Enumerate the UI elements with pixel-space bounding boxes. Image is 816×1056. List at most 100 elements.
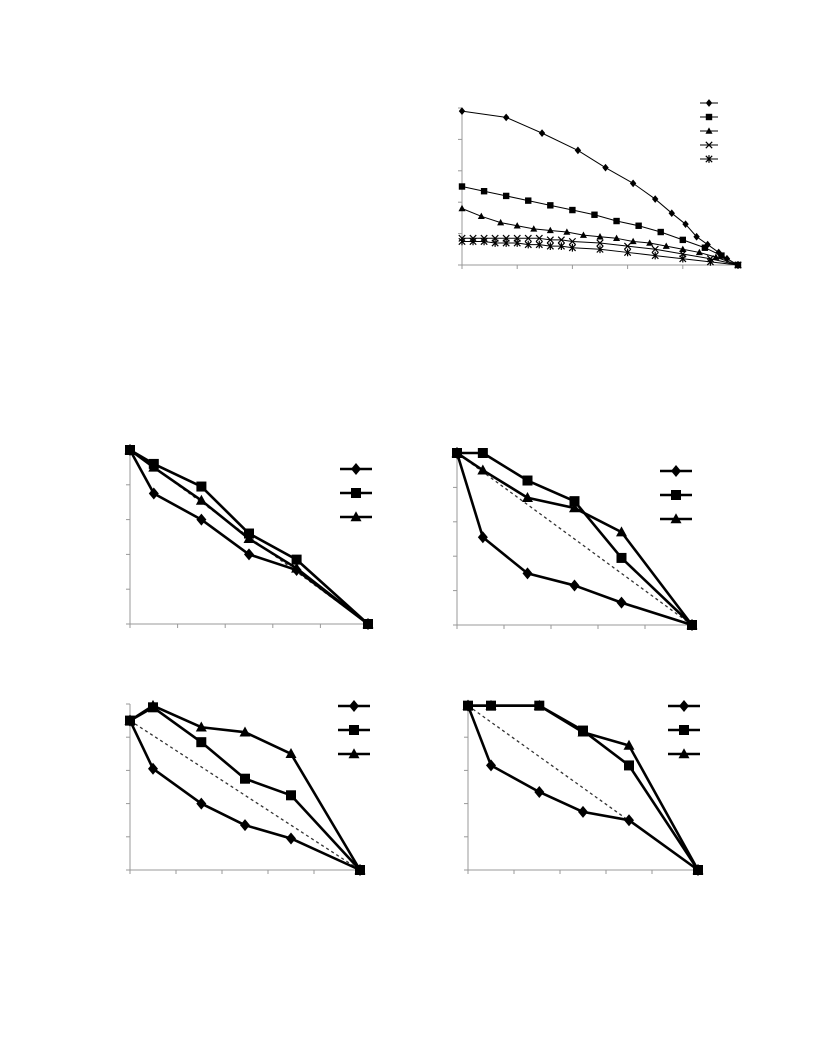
data-point bbox=[613, 234, 621, 242]
data-point bbox=[538, 129, 546, 137]
data-point bbox=[579, 231, 587, 238]
legend-marker bbox=[349, 725, 359, 735]
data-point bbox=[657, 228, 664, 236]
data-point bbox=[629, 179, 637, 188]
data-point bbox=[547, 202, 554, 209]
data-point bbox=[652, 195, 659, 203]
chart bbox=[458, 99, 742, 269]
legend-marker bbox=[350, 511, 362, 522]
data-point bbox=[458, 204, 466, 212]
chart bbox=[124, 444, 374, 630]
data-point bbox=[124, 714, 136, 725]
data-point bbox=[623, 739, 635, 750]
data-point bbox=[679, 236, 686, 244]
data-point bbox=[535, 240, 543, 249]
legend-marker bbox=[671, 465, 681, 477]
data-point bbox=[147, 699, 159, 710]
data-point bbox=[239, 726, 251, 737]
data-point bbox=[569, 496, 580, 507]
data-point bbox=[522, 567, 533, 580]
data-point bbox=[291, 554, 302, 565]
data-point bbox=[458, 237, 466, 246]
legend-marker bbox=[349, 700, 359, 712]
data-point bbox=[734, 261, 742, 269]
data-point bbox=[623, 242, 632, 250]
data-point bbox=[646, 239, 654, 246]
data-point bbox=[629, 237, 637, 245]
data-point bbox=[477, 531, 488, 544]
series-line bbox=[461, 110, 739, 266]
data-point bbox=[522, 475, 533, 486]
data-point bbox=[616, 552, 627, 563]
data-point bbox=[682, 220, 689, 229]
data-point bbox=[285, 748, 297, 759]
data-point bbox=[458, 183, 466, 190]
chart bbox=[124, 699, 370, 876]
data-point bbox=[546, 242, 554, 250]
legend-marker bbox=[705, 127, 713, 134]
data-point bbox=[525, 197, 532, 204]
data-point bbox=[148, 461, 160, 472]
data-point bbox=[196, 513, 207, 526]
data-point bbox=[458, 107, 466, 115]
data-point bbox=[522, 491, 533, 502]
data-point bbox=[578, 805, 588, 818]
data-point bbox=[557, 236, 565, 244]
data-point bbox=[462, 699, 474, 710]
data-point bbox=[651, 245, 659, 253]
data-point bbox=[546, 226, 554, 234]
data-point bbox=[524, 240, 532, 249]
data-point bbox=[286, 832, 296, 845]
data-point bbox=[486, 759, 496, 772]
reference-line bbox=[456, 452, 693, 626]
data-point bbox=[596, 233, 604, 240]
data-point bbox=[624, 760, 634, 771]
data-point bbox=[602, 163, 609, 172]
data-point bbox=[524, 234, 532, 242]
legend-marker bbox=[705, 113, 713, 121]
legend-marker bbox=[705, 141, 713, 149]
data-point bbox=[679, 245, 687, 253]
data-point bbox=[535, 234, 543, 242]
data-point bbox=[451, 447, 463, 458]
data-point bbox=[502, 192, 510, 200]
data-point bbox=[148, 487, 159, 500]
data-point bbox=[569, 206, 576, 214]
data-point bbox=[695, 248, 703, 256]
legend-marker bbox=[678, 748, 690, 759]
data-point bbox=[477, 212, 485, 220]
data-point bbox=[679, 254, 687, 263]
data-point bbox=[616, 526, 627, 537]
data-point bbox=[480, 188, 488, 195]
data-point bbox=[533, 699, 545, 710]
data-point bbox=[477, 464, 489, 475]
reference-line bbox=[129, 720, 361, 871]
chart bbox=[451, 447, 698, 631]
data-point bbox=[623, 248, 632, 257]
data-point bbox=[718, 252, 725, 259]
data-point bbox=[534, 785, 545, 798]
data-point bbox=[568, 243, 577, 252]
data-point bbox=[577, 726, 589, 737]
data-point bbox=[497, 218, 505, 226]
data-point bbox=[477, 448, 488, 458]
legend-marker bbox=[671, 490, 681, 500]
data-point bbox=[546, 236, 554, 244]
data-point bbox=[196, 481, 207, 492]
data-point bbox=[701, 244, 709, 251]
data-point bbox=[513, 239, 521, 247]
data-point bbox=[291, 562, 303, 573]
data-point bbox=[668, 209, 675, 218]
data-point bbox=[148, 762, 158, 775]
series-line bbox=[128, 720, 361, 872]
legend-marker bbox=[351, 463, 361, 475]
data-point bbox=[651, 251, 659, 260]
series-line bbox=[455, 452, 693, 627]
data-point bbox=[362, 618, 374, 629]
data-point bbox=[662, 242, 670, 249]
data-point bbox=[686, 619, 698, 630]
data-point bbox=[502, 113, 510, 122]
data-point bbox=[286, 790, 296, 801]
data-point bbox=[591, 211, 598, 218]
